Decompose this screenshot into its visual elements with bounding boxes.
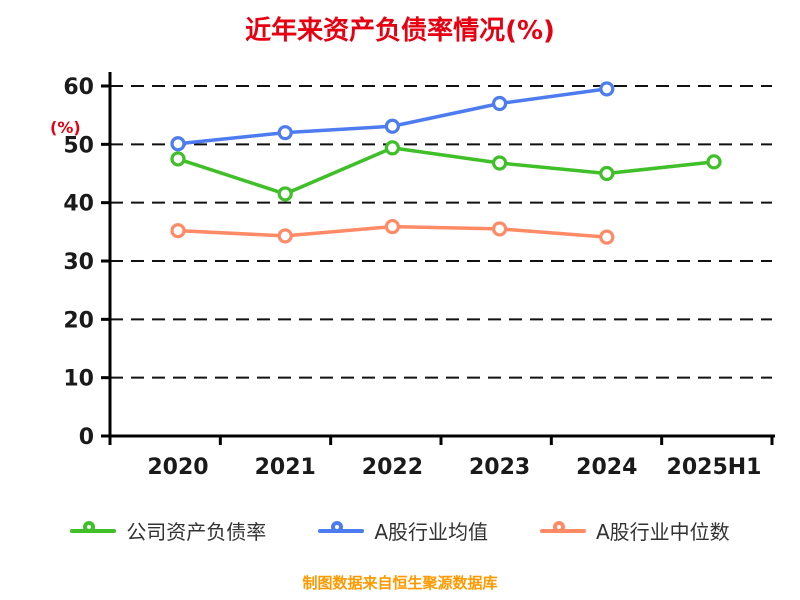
svg-text:2021: 2021 [255,455,316,480]
data-source-note: 制图数据来自恒生聚源数据库 [302,574,498,592]
svg-text:2023: 2023 [469,455,530,480]
svg-text:50: 50 [63,133,94,158]
y-axis-label: (%) [50,118,81,137]
legend-item-industry-mean[interactable]: A股行业均值 [318,516,488,545]
legend-marker-icon [70,520,117,542]
svg-text:60: 60 [63,75,94,100]
legend-label: A股行业均值 [374,520,488,544]
svg-text:20: 20 [63,308,94,333]
svg-text:30: 30 [63,250,94,275]
svg-text:2025H1: 2025H1 [667,455,762,480]
line-chart-plot: 0 10 20 30 40 50 60 2020 2021 2022 2023 2024 2025H1 [63,72,775,480]
legend-marker-icon [540,520,586,542]
svg-text:0: 0 [79,425,94,450]
svg-text:10: 10 [63,367,94,392]
svg-text:2022: 2022 [362,455,423,480]
svg-text:2020: 2020 [147,455,208,480]
legend-item-industry-median[interactable]: A股行业中位数 [540,516,730,545]
chart-title: 近年来资产负债率情况(%) [245,16,555,46]
legend-label: A股行业中位数 [596,520,730,544]
svg-text:2024: 2024 [576,455,637,480]
svg-text:40: 40 [63,192,94,217]
legend-item-company-ratio[interactable]: 公司资产负债率 [70,516,266,545]
legend-label: 公司资产负债率 [126,520,267,544]
legend: 公司资产负债率 A股行业均值 A股行业中位数 [0,516,800,545]
legend-marker-icon [318,520,365,542]
